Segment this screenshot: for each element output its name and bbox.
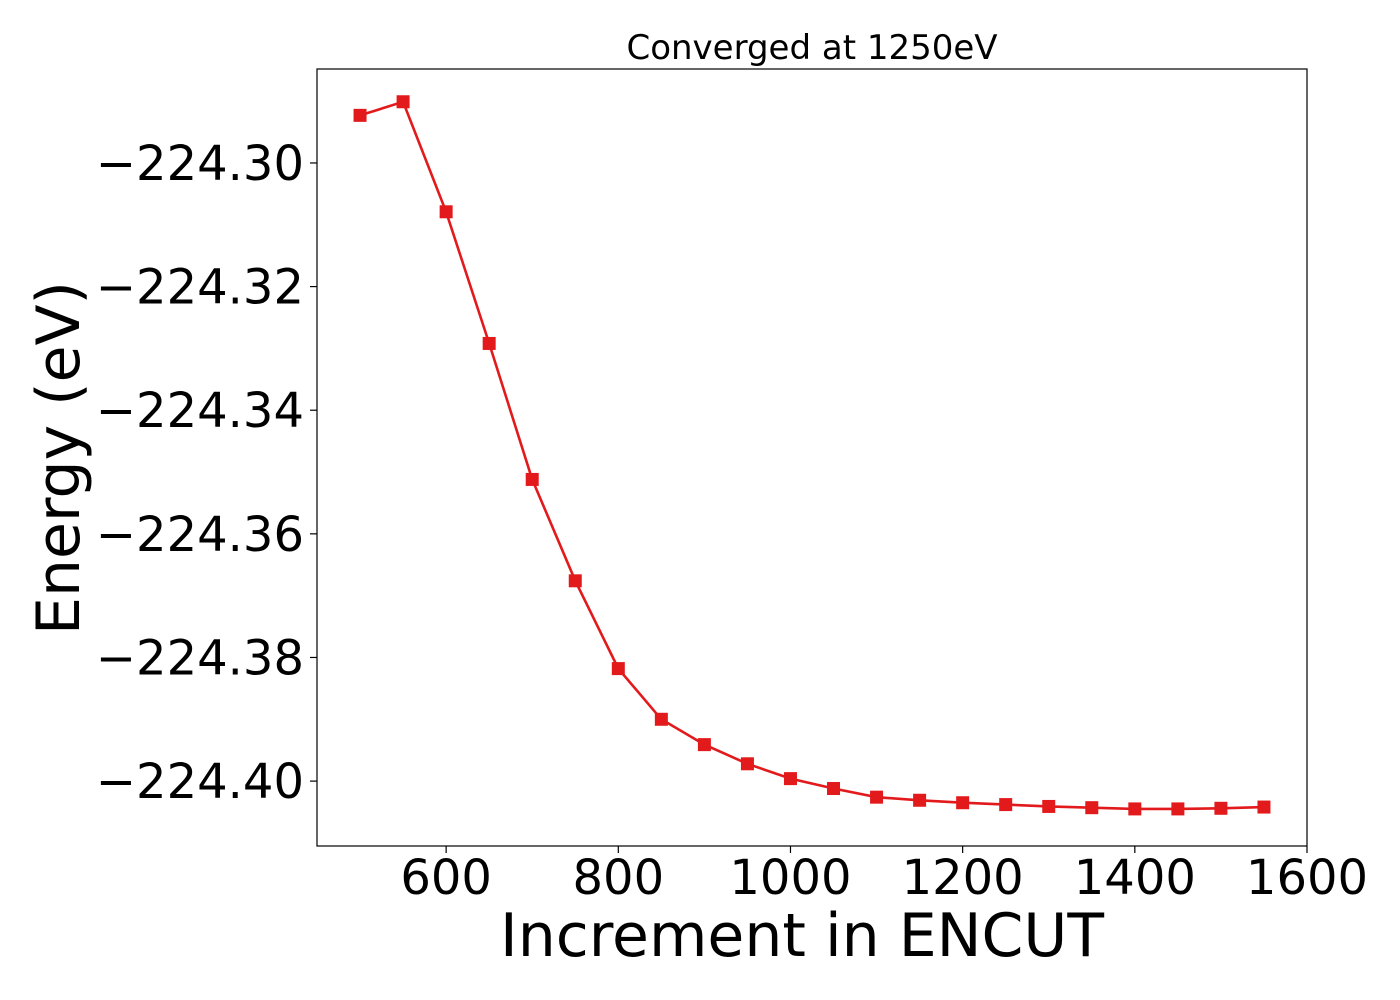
data-point-marker [827,782,841,796]
y-tick-label: −224.34 [96,383,304,439]
data-point-marker [525,472,539,486]
data-point-marker [396,95,410,109]
data-point-marker [1128,802,1142,816]
data-point-marker [956,796,970,810]
y-axis: −224.30 −224.32 −224.34 −224.36 −224.38 −224.… [96,136,317,810]
data-point-marker [482,336,496,350]
data-point-marker [568,574,582,588]
x-tick-label: 1000 [729,850,851,906]
plot-area-frame [316,68,1308,847]
series-line [359,100,1265,811]
y-tick-label: −224.36 [96,507,304,563]
y-tick-label: −224.40 [96,754,304,810]
y-tick-label: −224.38 [96,630,304,686]
x-tick-label: 1400 [1074,850,1196,906]
data-point-marker [654,712,668,726]
series-layer [353,95,1271,816]
data-point-marker [913,793,927,807]
data-point-marker [1085,801,1099,815]
y-tick-label: −224.32 [96,260,304,316]
chart-title: Converged at 1250eV [626,28,997,68]
data-point-marker [740,757,754,771]
x-tick-label: 800 [572,850,664,906]
data-point-marker [1257,800,1271,814]
y-tick-label: −224.30 [96,136,304,192]
x-axis: 600 800 1000 1200 1400 1600 [400,846,1368,906]
x-tick-label: 1200 [902,850,1024,906]
data-point-marker [611,662,625,676]
data-point-marker [783,772,797,786]
data-point-marker [870,790,884,804]
data-point-marker [1171,802,1185,816]
x-tick-label: 600 [400,850,492,906]
x-axis-title: Increment in ENCUT [500,901,1104,971]
data-point-marker [1042,799,1056,813]
data-point-marker [439,205,453,219]
data-point-marker [353,108,367,122]
data-point-marker [697,738,711,752]
y-axis-title: Energy (eV) [24,281,94,635]
x-tick-label: 1600 [1246,850,1368,906]
data-point-marker [1214,801,1228,815]
data-point-marker [999,798,1013,812]
